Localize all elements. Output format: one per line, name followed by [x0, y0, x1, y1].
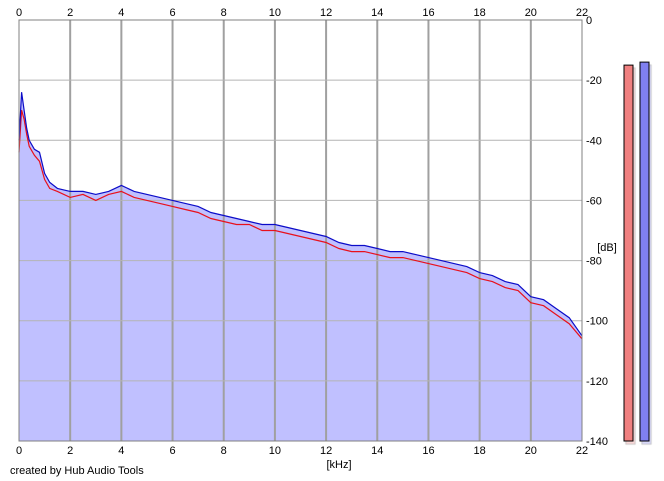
spectrum-area [19, 92, 582, 441]
level-meters [623, 61, 650, 442]
x-tick-label-bottom: 4 [118, 445, 124, 457]
x-tick-label-top: 8 [221, 7, 227, 19]
x-tick-label-top: 12 [320, 7, 332, 19]
x-tick-label-bottom: 16 [422, 445, 434, 457]
y-tick-label: -40 [586, 135, 602, 147]
x-tick-label-bottom: 18 [474, 445, 486, 457]
level-meter-2 [639, 61, 650, 442]
y-tick-label: -60 [586, 195, 602, 207]
x-tick-label-top: 22 [576, 7, 588, 19]
y-unit-label: [dB] [597, 242, 617, 254]
credit-text: created by Hub Audio Tools [10, 465, 144, 477]
x-tick-label-bottom: 10 [269, 445, 281, 457]
series-line-1 [18, 110, 583, 340]
y-tick-label: -100 [586, 316, 608, 328]
x-tick-label-bottom: 2 [67, 445, 73, 457]
level-meter-1 [623, 64, 634, 442]
series-layer [18, 92, 583, 340]
x-tick-label-bottom: 0 [16, 445, 22, 457]
y-tick-label: -140 [586, 436, 608, 448]
x-tick-label-bottom: 8 [221, 445, 227, 457]
x-tick-label-top: 6 [169, 7, 175, 19]
x-unit-label: [kHz] [326, 459, 351, 471]
x-tick-labels-bottom: 0 2 4 6 8 10 12 14 16 18 20 22 [16, 445, 588, 457]
x-tick-label-top: 18 [474, 7, 486, 19]
plot-border [18, 19, 583, 442]
y-tick-labels: 0 -20 -40 -60 -80 -100 -120 -140 [586, 15, 608, 448]
x-tick-label-top: 20 [525, 7, 537, 19]
x-tick-label-top: 16 [422, 7, 434, 19]
x-tick-label-top: 10 [269, 7, 281, 19]
x-tick-labels-top: 0 2 4 6 8 10 12 14 16 18 20 22 [16, 7, 588, 19]
x-tick-label-bottom: 14 [371, 445, 383, 457]
x-tick-label-bottom: 20 [525, 445, 537, 457]
y-tick-label: -120 [586, 376, 608, 388]
x-tick-label-bottom: 22 [576, 445, 588, 457]
x-tick-label-top: 4 [118, 7, 124, 19]
x-tick-label-top: 0 [16, 7, 22, 19]
x-tick-label-top: 2 [67, 7, 73, 19]
area-fill-layer [19, 92, 582, 441]
y-tick-label: -20 [586, 75, 602, 87]
y-tick-label: -80 [586, 256, 602, 268]
x-tick-label-top: 14 [371, 7, 383, 19]
x-tick-label-bottom: 12 [320, 445, 332, 457]
series-line-2 [18, 92, 583, 337]
x-tick-label-bottom: 6 [169, 445, 175, 457]
y-tick-label: 0 [586, 15, 592, 27]
